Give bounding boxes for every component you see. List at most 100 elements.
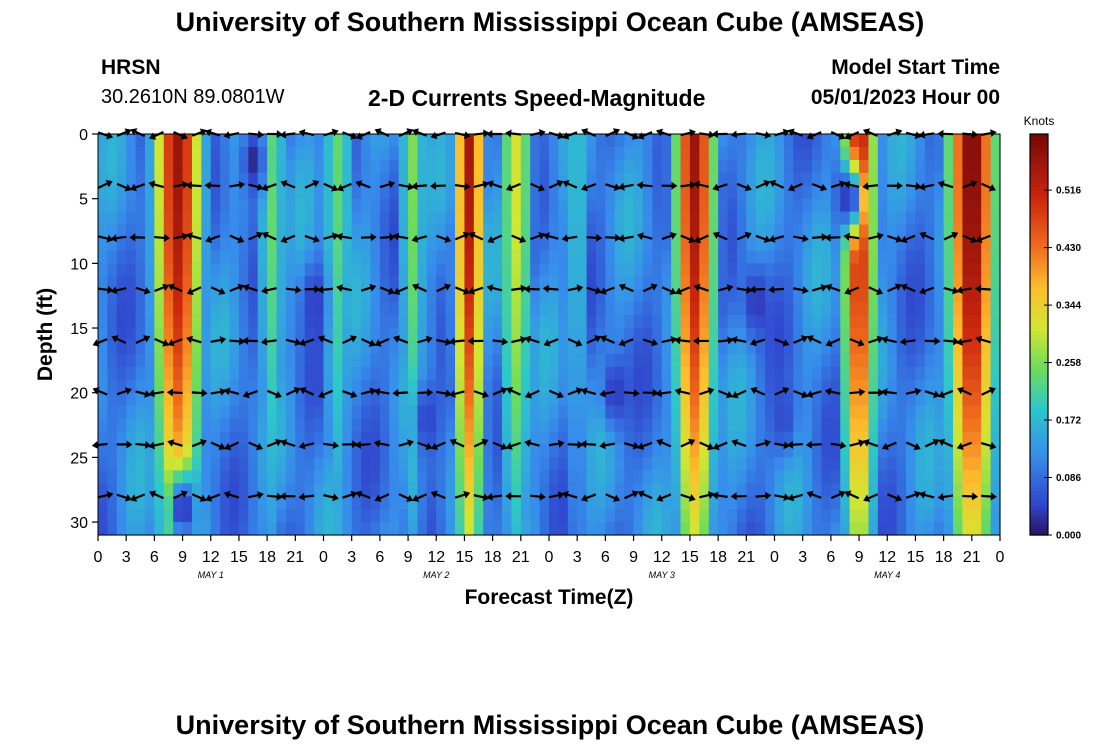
heatmap-cell: [144, 146, 155, 161]
heatmap-cell: [652, 159, 663, 174]
heatmap-cell: [483, 263, 494, 277]
heatmap-cell: [276, 185, 287, 200]
heatmap-cell: [624, 146, 635, 161]
heatmap-cell: [699, 302, 710, 316]
heatmap-cell: [727, 263, 738, 277]
heatmap-cell: [727, 496, 738, 510]
heatmap-cell: [943, 353, 954, 368]
heatmap-cell: [276, 263, 287, 277]
heatmap-cell: [520, 237, 531, 252]
heatmap-cell: [812, 366, 823, 381]
current-arrows: [91, 128, 997, 502]
heatmap-cell: [699, 328, 710, 342]
heatmap-cell: [652, 509, 663, 523]
heatmap-cell: [116, 522, 127, 536]
heatmap-cell: [549, 522, 559, 536]
heatmap-cell: [586, 315, 597, 329]
heatmap-cell: [436, 392, 447, 407]
heatmap-cell: [248, 418, 259, 433]
heatmap-cell: [295, 172, 306, 187]
heatmap-cell: [887, 392, 898, 407]
heatmap-cell: [896, 379, 907, 394]
heatmap-cell: [755, 509, 766, 523]
heatmap-cell: [708, 509, 719, 523]
heatmap-cell: [267, 483, 278, 497]
heatmap-cell: [323, 276, 334, 290]
heatmap-cell: [746, 405, 757, 420]
heatmap-cell: [257, 211, 268, 226]
heatmap-cell: [332, 509, 343, 523]
heatmap-cell: [990, 263, 1001, 277]
heatmap-cell: [558, 134, 569, 148]
heatmap-cell: [605, 146, 616, 161]
heatmap-cell: [408, 444, 419, 458]
heatmap-cell: [511, 250, 522, 264]
heatmap-cell: [577, 340, 588, 355]
heatmap-cell: [492, 263, 503, 277]
heatmap-cell: [652, 237, 663, 252]
current-arrow: [248, 231, 263, 241]
heatmap-cell: [746, 224, 757, 239]
heatmap-cell: [689, 379, 700, 394]
heatmap-cell: [605, 315, 616, 329]
current-arrow: [755, 439, 771, 447]
heatmap-cell: [896, 224, 907, 239]
heatmap-cell: [107, 302, 118, 316]
current-arrow: [755, 234, 771, 243]
heatmap-cell: [408, 146, 419, 161]
heatmap-cell: [802, 496, 813, 510]
heatmap-cell: [783, 185, 794, 200]
heatmap-cell: [520, 211, 531, 226]
heatmap-cell: [210, 457, 221, 471]
heatmap-cell: [887, 509, 898, 523]
heatmap-cell: [361, 444, 372, 458]
heatmap-cell: [295, 340, 306, 355]
heatmap-cell: [586, 366, 597, 381]
heatmap-cell: [464, 146, 475, 161]
current-arrow: [674, 387, 691, 396]
heatmap-cell: [342, 146, 353, 161]
heatmap-cell: [906, 250, 917, 264]
heatmap-cell: [323, 522, 334, 536]
heatmap-cell: [821, 431, 832, 446]
heatmap-cell: [774, 340, 785, 355]
heatmap-cell: [793, 366, 804, 381]
heatmap-cell: [718, 483, 729, 497]
heatmap-cell: [238, 315, 249, 329]
heatmap-cell: [802, 250, 813, 264]
heatmap-cell: [144, 198, 155, 213]
heatmap-cell: [370, 315, 381, 329]
heatmap-cell: [314, 496, 325, 510]
heatmap-cell: [680, 211, 691, 226]
heatmap-cell: [285, 302, 296, 316]
heatmap-cell: [718, 379, 729, 394]
current-arrow: [712, 183, 728, 192]
heatmap-cell: [887, 302, 898, 316]
current-arrow: [492, 387, 508, 396]
heatmap-cell: [370, 353, 381, 368]
heatmap-cell: [868, 198, 879, 213]
heatmap-cell: [877, 418, 888, 433]
heatmap-cell: [445, 211, 456, 226]
heatmap-cell: [398, 328, 409, 342]
heatmap-cell: [924, 366, 935, 381]
heatmap-cell: [210, 289, 221, 303]
heatmap-cell: [943, 134, 954, 148]
heatmap-cell: [718, 405, 729, 420]
heatmap-cell: [633, 522, 644, 536]
heatmap-cell: [483, 328, 494, 342]
heatmap-cell: [220, 522, 231, 536]
heatmap-cell: [567, 134, 578, 148]
heatmap-cell: [736, 444, 747, 458]
heatmap-cell: [642, 224, 653, 239]
heatmap-cell: [210, 263, 221, 277]
heatmap-cell: [323, 263, 334, 277]
heatmap-cell: [116, 353, 127, 368]
current-arrow: [360, 283, 377, 292]
heatmap-cell: [98, 159, 108, 174]
heatmap-cell: [652, 250, 663, 264]
heatmap-cell: [257, 224, 268, 239]
heatmap-cell: [652, 315, 663, 329]
heatmap-cell: [304, 211, 315, 226]
heatmap-cell: [492, 379, 503, 394]
